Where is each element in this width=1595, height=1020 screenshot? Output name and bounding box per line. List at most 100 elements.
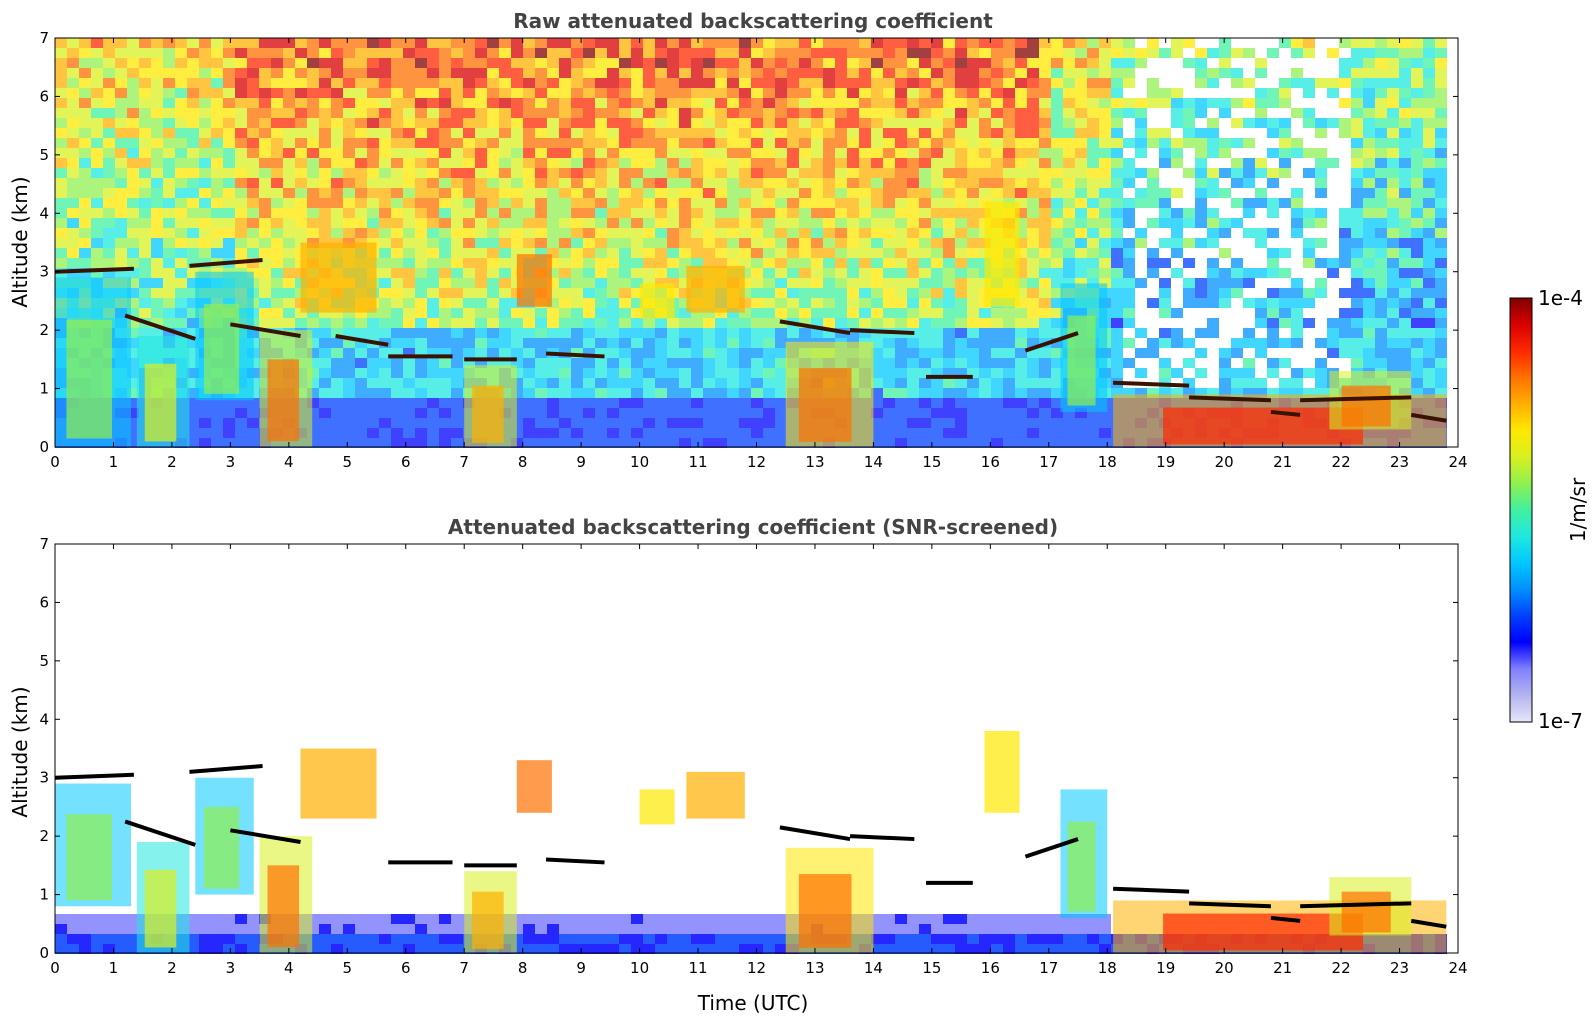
heatmap-cell <box>319 88 331 98</box>
heatmap-cell <box>235 38 247 48</box>
heatmap-cell <box>571 158 583 168</box>
heatmap-cell <box>559 208 571 218</box>
heatmap-cell <box>331 48 343 58</box>
heatmap-cell <box>415 348 427 358</box>
heatmap-cell <box>1387 188 1399 198</box>
heatmap-cell <box>1255 188 1267 198</box>
heatmap-cell <box>1387 208 1399 218</box>
heatmap-cell <box>1315 168 1327 178</box>
heatmap-cell <box>127 138 139 148</box>
heatmap-cell <box>1075 944 1087 954</box>
heatmap-cell <box>643 328 655 338</box>
heatmap-cell <box>631 348 643 358</box>
heatmap-cell <box>1147 128 1159 138</box>
heatmap-cell <box>871 258 883 268</box>
heatmap-cell <box>631 78 643 88</box>
heatmap-cell <box>1411 348 1423 358</box>
heatmap-cell <box>1027 48 1039 58</box>
heatmap-cell <box>1159 158 1171 168</box>
heatmap-cell <box>1171 308 1183 318</box>
heatmap-cell <box>859 118 871 128</box>
heatmap-cell <box>223 914 235 924</box>
heatmap-cell <box>1243 228 1255 238</box>
heatmap-cell <box>199 934 211 944</box>
heatmap-cell <box>1111 168 1123 178</box>
heatmap-cell <box>355 128 367 138</box>
heatmap-cell <box>655 138 667 148</box>
heatmap-cell <box>691 78 703 88</box>
heatmap-cell <box>1075 38 1087 48</box>
heatmap-cell <box>223 168 235 178</box>
heatmap-cell <box>967 68 979 78</box>
heatmap-cell <box>667 48 679 58</box>
heatmap-cell <box>643 228 655 238</box>
heatmap-cell <box>1363 318 1375 328</box>
heatmap-cell <box>523 368 535 378</box>
heatmap-cell <box>211 148 223 158</box>
heatmap-cell <box>739 298 751 308</box>
heatmap-cell <box>451 208 463 218</box>
heatmap-cell <box>511 418 523 428</box>
heatmap-cell <box>1375 178 1387 188</box>
heatmap-cell <box>595 248 607 258</box>
heatmap-cell <box>763 934 775 944</box>
heatmap-cell <box>1375 258 1387 268</box>
heatmap-cell <box>583 178 595 188</box>
heatmap-cell <box>559 128 571 138</box>
heatmap-cell <box>307 198 319 208</box>
heatmap-cell <box>451 258 463 268</box>
heatmap-cell <box>403 198 415 208</box>
heatmap-cell <box>511 368 523 378</box>
heatmap-cell <box>583 428 595 438</box>
heatmap-cell <box>1219 248 1231 258</box>
heatmap-cell <box>571 358 583 368</box>
aerosol-core <box>472 385 504 443</box>
heatmap-cell <box>415 58 427 68</box>
heatmap-cell <box>1255 308 1267 318</box>
heatmap-cell <box>667 248 679 258</box>
heatmap-cell <box>235 198 247 208</box>
heatmap-cell <box>907 408 919 418</box>
heatmap-cell <box>1111 248 1123 258</box>
heatmap-cell <box>607 388 619 398</box>
heatmap-cell <box>115 228 127 238</box>
heatmap-cell <box>583 238 595 248</box>
heatmap-cell <box>295 148 307 158</box>
heatmap-cell <box>1027 118 1039 128</box>
heatmap-cell <box>847 98 859 108</box>
heatmap-cell <box>943 138 955 148</box>
heatmap-cell <box>355 368 367 378</box>
heatmap-cell <box>967 418 979 428</box>
heatmap-cell <box>523 408 535 418</box>
heatmap-cell <box>1039 378 1051 388</box>
heatmap-cell <box>1051 238 1063 248</box>
heatmap-cell <box>463 38 475 48</box>
heatmap-cell <box>895 924 907 934</box>
heatmap-cell <box>187 248 199 258</box>
heatmap-cell <box>811 108 823 118</box>
heatmap-cell <box>475 98 487 108</box>
heatmap-cell <box>1039 168 1051 178</box>
heatmap-cell <box>319 178 331 188</box>
heatmap-cell <box>91 88 103 98</box>
x-tick-label: 20 <box>1215 453 1234 471</box>
heatmap-cell <box>199 208 211 218</box>
heatmap-cell <box>907 418 919 428</box>
heatmap-cell <box>1351 38 1363 48</box>
heatmap-cell <box>1183 98 1195 108</box>
heatmap-cell <box>583 258 595 268</box>
heatmap-cell <box>727 388 739 398</box>
heatmap-cell <box>1243 138 1255 148</box>
heatmap-cell <box>535 358 547 368</box>
heatmap-cell <box>1171 158 1183 168</box>
heatmap-cell <box>1051 388 1063 398</box>
heatmap-cell <box>535 98 547 108</box>
heatmap-cell <box>775 308 787 318</box>
heatmap-cell <box>355 388 367 398</box>
heatmap-cell <box>1387 278 1399 288</box>
heatmap-cell <box>931 308 943 318</box>
heatmap-cell <box>931 158 943 168</box>
heatmap-cell <box>1099 38 1111 48</box>
heatmap-cell <box>955 188 967 198</box>
heatmap-cell <box>859 278 871 288</box>
